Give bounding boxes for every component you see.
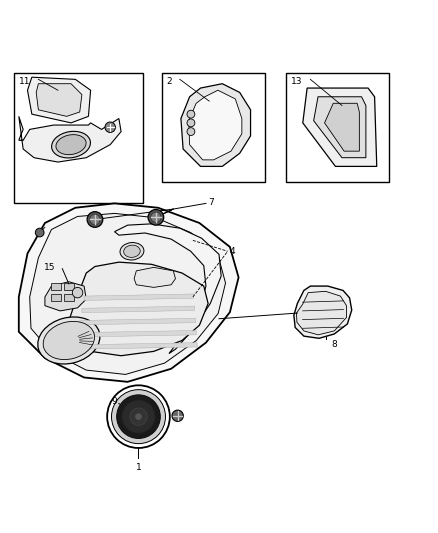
- Circle shape: [187, 110, 195, 118]
- Text: 4: 4: [230, 247, 236, 256]
- Polygon shape: [69, 262, 208, 356]
- Circle shape: [172, 410, 184, 422]
- Ellipse shape: [56, 135, 86, 155]
- Bar: [64, 294, 74, 301]
- Polygon shape: [80, 318, 195, 325]
- Ellipse shape: [52, 131, 90, 158]
- Circle shape: [187, 119, 195, 127]
- Polygon shape: [78, 330, 196, 337]
- Polygon shape: [134, 268, 176, 287]
- Text: 8: 8: [332, 341, 337, 350]
- Text: 1: 1: [136, 463, 141, 472]
- Polygon shape: [314, 97, 366, 158]
- Polygon shape: [189, 90, 242, 160]
- Polygon shape: [28, 77, 91, 123]
- Polygon shape: [303, 88, 377, 166]
- Text: 11: 11: [19, 77, 30, 86]
- Polygon shape: [82, 306, 194, 313]
- Text: 9: 9: [111, 397, 117, 406]
- Circle shape: [130, 408, 147, 425]
- Bar: [14, 73, 143, 204]
- Text: 15: 15: [44, 263, 56, 272]
- Circle shape: [90, 214, 100, 225]
- Text: 2: 2: [167, 77, 173, 86]
- Circle shape: [35, 228, 44, 237]
- Bar: [64, 284, 74, 290]
- Bar: [51, 284, 61, 290]
- Polygon shape: [84, 294, 194, 301]
- Bar: [51, 294, 61, 301]
- Polygon shape: [115, 224, 221, 353]
- Polygon shape: [325, 103, 359, 151]
- Polygon shape: [36, 84, 82, 116]
- Ellipse shape: [120, 243, 144, 260]
- Circle shape: [148, 209, 164, 225]
- Text: 7: 7: [208, 198, 214, 207]
- Circle shape: [72, 287, 83, 298]
- Polygon shape: [30, 213, 226, 375]
- Circle shape: [135, 414, 141, 419]
- Circle shape: [117, 395, 160, 439]
- Polygon shape: [181, 84, 251, 166]
- Circle shape: [122, 400, 155, 433]
- Ellipse shape: [124, 245, 140, 257]
- Circle shape: [151, 212, 161, 223]
- Ellipse shape: [43, 321, 95, 360]
- Circle shape: [112, 390, 166, 443]
- Bar: [286, 73, 389, 182]
- Polygon shape: [75, 343, 197, 349]
- Text: 13: 13: [291, 77, 302, 86]
- Polygon shape: [294, 286, 352, 338]
- Bar: [162, 73, 265, 182]
- Polygon shape: [19, 116, 121, 162]
- Circle shape: [87, 212, 103, 228]
- Circle shape: [187, 128, 195, 135]
- Polygon shape: [297, 292, 346, 335]
- Circle shape: [107, 385, 170, 448]
- Polygon shape: [19, 204, 239, 382]
- Polygon shape: [45, 282, 86, 311]
- Circle shape: [105, 122, 116, 133]
- Ellipse shape: [38, 317, 100, 364]
